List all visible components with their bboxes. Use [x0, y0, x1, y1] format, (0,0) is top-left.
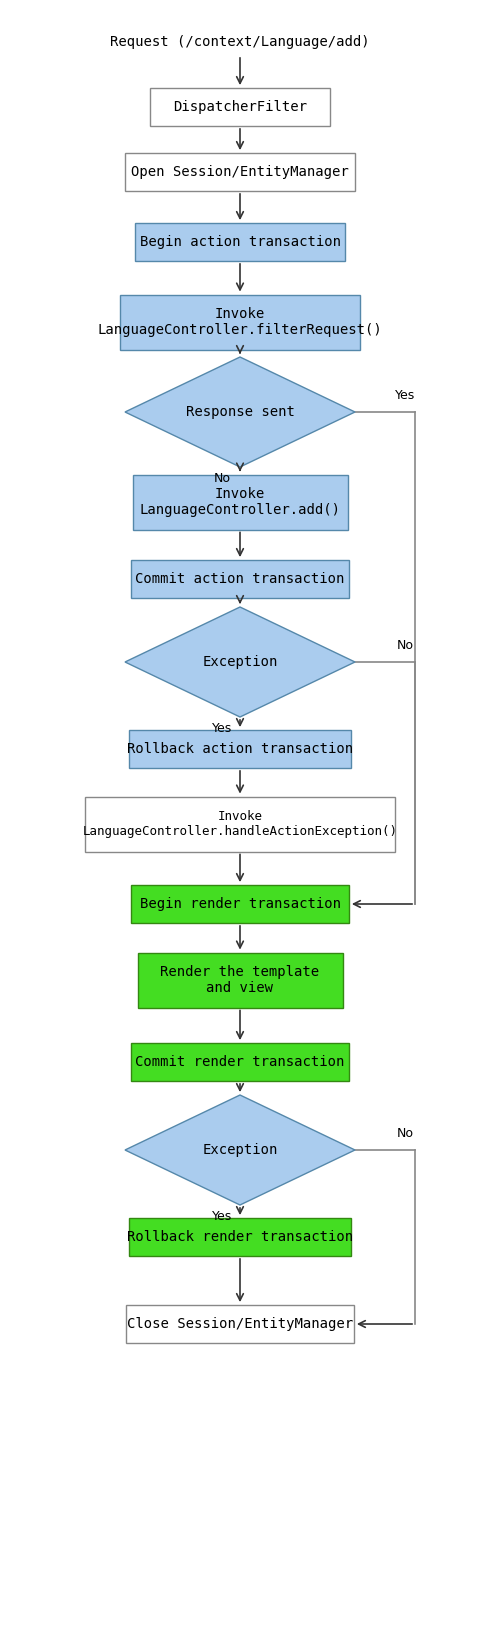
- Text: Rollback render transaction: Rollback render transaction: [127, 1230, 353, 1245]
- Text: Render the template
and view: Render the template and view: [160, 965, 320, 995]
- Text: Invoke
LanguageController.filterRequest(): Invoke LanguageController.filterRequest(…: [97, 307, 383, 337]
- Text: Begin render transaction: Begin render transaction: [140, 897, 340, 911]
- Bar: [125, 153, 355, 190]
- Text: Response sent: Response sent: [186, 406, 294, 419]
- Bar: [150, 89, 330, 126]
- Text: Commit render transaction: Commit render transaction: [135, 1056, 345, 1069]
- Text: Commit action transaction: Commit action transaction: [135, 571, 345, 586]
- Bar: [131, 560, 349, 598]
- Polygon shape: [125, 608, 355, 718]
- Bar: [135, 223, 345, 261]
- Polygon shape: [125, 356, 355, 466]
- Text: No: No: [396, 1126, 413, 1140]
- Text: Yes: Yes: [212, 722, 232, 736]
- Text: No: No: [214, 471, 230, 484]
- Bar: [129, 731, 351, 768]
- Text: Open Session/EntityManager: Open Session/EntityManager: [131, 164, 349, 179]
- Text: Yes: Yes: [395, 389, 415, 402]
- Text: No: No: [396, 639, 413, 652]
- Text: Yes: Yes: [212, 1210, 232, 1223]
- Text: Request (/context/Language/add): Request (/context/Language/add): [110, 34, 370, 49]
- Bar: [131, 885, 349, 923]
- Text: Rollback action transaction: Rollback action transaction: [127, 742, 353, 755]
- Text: Exception: Exception: [202, 1143, 278, 1158]
- Text: DispatcherFilter: DispatcherFilter: [173, 100, 307, 113]
- Bar: [137, 952, 343, 1008]
- Bar: [132, 475, 348, 529]
- Text: Invoke
LanguageController.add(): Invoke LanguageController.add(): [140, 488, 340, 517]
- Bar: [120, 294, 360, 350]
- Bar: [129, 1218, 351, 1256]
- Text: Close Session/EntityManager: Close Session/EntityManager: [127, 1317, 353, 1332]
- Text: Begin action transaction: Begin action transaction: [140, 235, 340, 250]
- Text: Invoke
LanguageController.handleActionException(): Invoke LanguageController.handleActionEx…: [83, 810, 397, 837]
- Bar: [131, 1043, 349, 1080]
- Bar: [85, 796, 395, 852]
- Text: Exception: Exception: [202, 655, 278, 668]
- Bar: [126, 1305, 354, 1343]
- Polygon shape: [125, 1095, 355, 1205]
